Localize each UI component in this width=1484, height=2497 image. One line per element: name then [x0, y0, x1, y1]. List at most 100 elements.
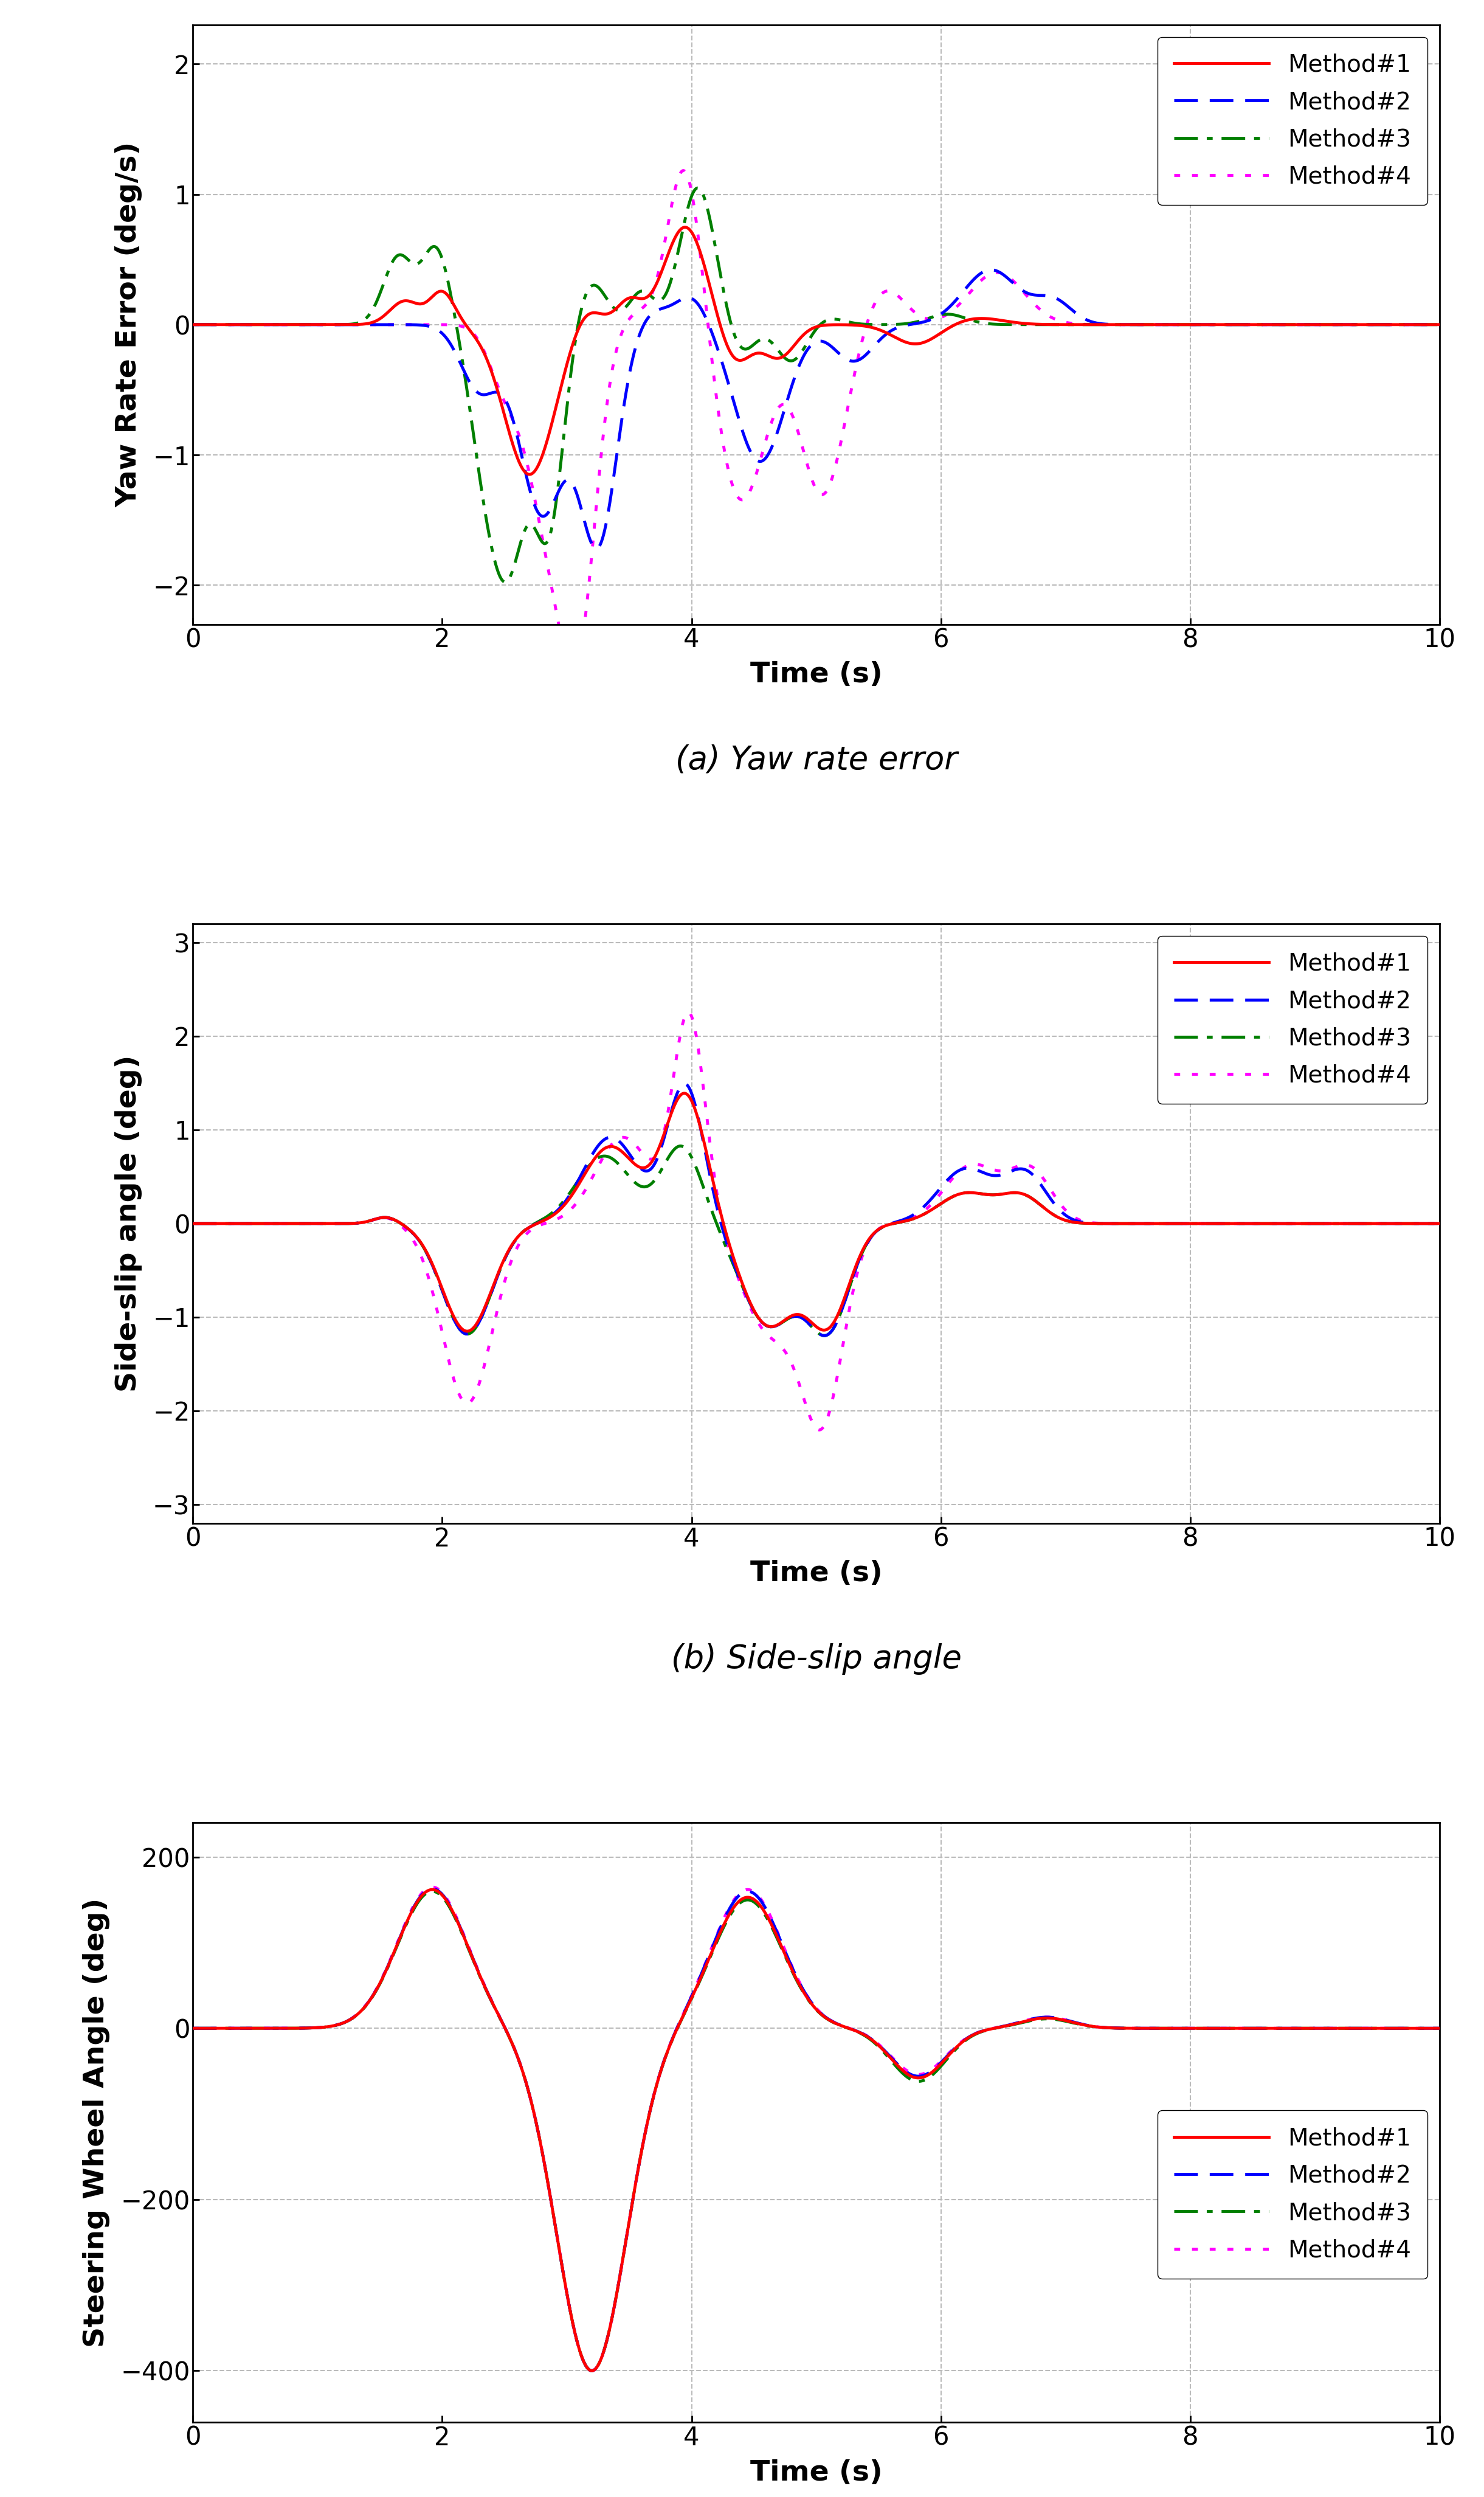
- Method#3: [411, 1226, 429, 1256]
- Method#2: [411, 1883, 429, 1913]
- Method#2: [996, 260, 1014, 290]
- Method#3: [1114, 1209, 1132, 1239]
- Method#2: [1114, 310, 1132, 340]
- Method#4: [932, 1179, 950, 1209]
- Line: Method#1: Method#1: [193, 1890, 1439, 2370]
- Method#3: [932, 300, 950, 330]
- Method#2: [1209, 310, 1227, 340]
- Method#2: [932, 2048, 950, 2078]
- Method#2: [1431, 1209, 1448, 1239]
- Method#1: [1209, 2013, 1227, 2043]
- Method#4: [184, 1209, 202, 1239]
- Method#1: [996, 2010, 1014, 2040]
- Line: Method#3: Method#3: [193, 1146, 1439, 1336]
- Method#3: [496, 567, 513, 597]
- Legend: Method#1, Method#2, Method#3, Method#4: Method#1, Method#2, Method#3, Method#4: [1158, 2110, 1428, 2277]
- Method#1: [184, 310, 202, 340]
- Method#2: [583, 2355, 601, 2385]
- Method#1: [660, 2030, 678, 2060]
- Method#3: [660, 1141, 678, 1171]
- Method#1: [184, 1209, 202, 1239]
- Text: (b) Side-slip angle: (b) Side-slip angle: [671, 1643, 962, 1675]
- Method#3: [184, 1209, 202, 1239]
- Method#4: [1209, 2013, 1227, 2043]
- Method#4: [411, 1880, 429, 1910]
- Method#1: [583, 2355, 601, 2385]
- Method#2: [184, 1209, 202, 1239]
- Method#3: [184, 310, 202, 340]
- Method#3: [1431, 310, 1448, 340]
- Method#3: [411, 1885, 429, 1915]
- X-axis label: Time (s): Time (s): [749, 662, 883, 689]
- Method#4: [1114, 1209, 1132, 1239]
- Method#4: [810, 1416, 828, 1446]
- Method#1: [932, 317, 950, 347]
- Method#2: [411, 1226, 429, 1256]
- Method#4: [932, 302, 950, 332]
- Method#1: [675, 1079, 693, 1109]
- Method#3: [184, 2013, 202, 2043]
- Method#2: [184, 310, 202, 340]
- Method#2: [588, 534, 605, 564]
- Method#2: [675, 1069, 693, 1099]
- Y-axis label: Side-slip angle (deg): Side-slip angle (deg): [116, 1056, 142, 1391]
- Method#3: [1209, 310, 1227, 340]
- Method#3: [1431, 1209, 1448, 1239]
- Method#3: [1209, 2013, 1227, 2043]
- X-axis label: Time (s): Time (s): [749, 1561, 883, 1588]
- Line: Method#4: Method#4: [193, 1888, 1439, 2370]
- Method#3: [1431, 2013, 1448, 2043]
- Method#3: [689, 172, 706, 202]
- Method#4: [184, 2013, 202, 2043]
- Method#1: [423, 1875, 441, 1905]
- Line: Method#1: Method#1: [193, 1094, 1439, 1331]
- Line: Method#4: Method#4: [193, 170, 1439, 669]
- Method#4: [564, 654, 582, 684]
- Method#4: [411, 1236, 429, 1266]
- Method#2: [996, 2010, 1014, 2040]
- Method#3: [672, 1131, 690, 1161]
- Method#3: [660, 2030, 678, 2060]
- Method#1: [1209, 310, 1227, 340]
- Method#1: [1114, 310, 1132, 340]
- Method#3: [411, 247, 429, 277]
- Method#1: [411, 1883, 429, 1913]
- Method#3: [996, 1179, 1014, 1209]
- Line: Method#2: Method#2: [193, 1888, 1439, 2370]
- Method#3: [583, 2355, 601, 2385]
- Method#2: [1431, 310, 1448, 340]
- Method#3: [932, 2050, 950, 2080]
- Method#3: [1209, 1209, 1227, 1239]
- Method#4: [996, 1156, 1014, 1186]
- Y-axis label: Yaw Rate Error (deg/s): Yaw Rate Error (deg/s): [116, 142, 142, 507]
- Line: Method#2: Method#2: [193, 270, 1439, 549]
- Method#4: [411, 310, 429, 340]
- Method#4: [1114, 310, 1132, 340]
- Method#1: [932, 1189, 950, 1219]
- Line: Method#1: Method#1: [193, 227, 1439, 474]
- Method#3: [423, 1875, 441, 1905]
- Method#2: [660, 292, 678, 322]
- Method#1: [932, 2048, 950, 2078]
- Method#2: [184, 2013, 202, 2043]
- Method#4: [1209, 310, 1227, 340]
- Method#4: [1431, 310, 1448, 340]
- Method#4: [1114, 2013, 1132, 2043]
- Legend: Method#1, Method#2, Method#3, Method#4: Method#1, Method#2, Method#3, Method#4: [1158, 936, 1428, 1104]
- Method#1: [1209, 1209, 1227, 1239]
- Method#4: [660, 1089, 678, 1119]
- Method#2: [982, 255, 1000, 285]
- Method#1: [411, 1226, 429, 1256]
- Line: Method#4: Method#4: [193, 1011, 1439, 1431]
- Method#2: [1431, 2013, 1448, 2043]
- Method#4: [583, 2355, 601, 2385]
- Line: Method#2: Method#2: [193, 1084, 1439, 1336]
- Method#2: [1209, 2013, 1227, 2043]
- Method#1: [459, 1316, 476, 1346]
- Method#1: [521, 459, 539, 489]
- Text: (a) Yaw rate error: (a) Yaw rate error: [675, 744, 957, 777]
- Method#2: [1114, 1209, 1132, 1239]
- Method#3: [932, 1189, 950, 1219]
- Method#2: [660, 1104, 678, 1134]
- Method#4: [1431, 2013, 1448, 2043]
